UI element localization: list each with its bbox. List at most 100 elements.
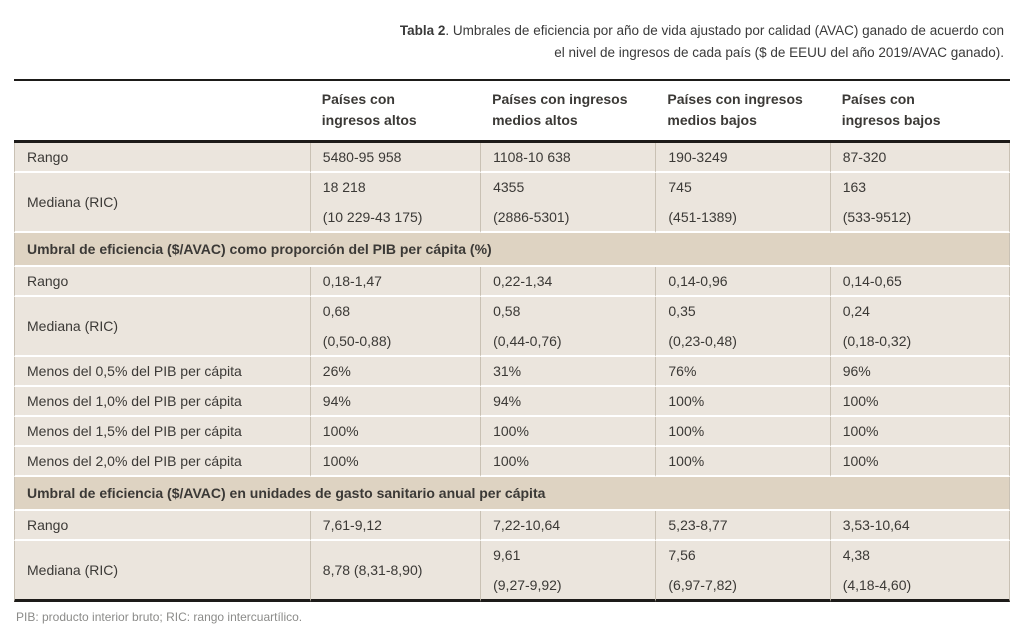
header-row: Países con ingresos altos Países con ingre… xyxy=(14,78,1010,143)
row-label: Mediana (RIC) xyxy=(14,172,310,233)
row-label: Mediana (RIC) xyxy=(14,296,310,357)
table-cell: 18 218 (10 229-43 175) xyxy=(309,172,481,233)
cell-line: (2886-5301) xyxy=(493,208,570,225)
table-cell: 163 (533-9512) xyxy=(829,172,1010,233)
table-cell: 0,14-0,65 xyxy=(829,266,1010,297)
column-header: Países con ingresos medios altos xyxy=(480,78,656,143)
column-header: Países con ingresos altos xyxy=(309,78,481,143)
table-row: Menos del 1,0% del PIB per cápita 94% 94% 1… xyxy=(14,386,1010,417)
row-label: Menos del 1,5% del PIB per cápita xyxy=(14,416,310,447)
row-label: Rango xyxy=(14,266,310,297)
row-label: Menos del 0,5% del PIB per cápita xyxy=(14,356,310,387)
table-cell: 100% xyxy=(309,416,481,447)
table-cell: 5,23-8,77 xyxy=(655,510,830,541)
table-cell: 96% xyxy=(829,356,1010,387)
cell-line: 4,38 xyxy=(842,546,870,563)
table-cell: 76% xyxy=(655,356,830,387)
cell-line: 18 218 xyxy=(322,178,366,195)
table-cell: 100% xyxy=(829,416,1010,447)
table-cell: 31% xyxy=(480,356,656,387)
table-row: Mediana (RIC) 18 218 (10 229-43 175) 4355 (2… xyxy=(14,172,1010,233)
table-cell: 100% xyxy=(655,386,830,417)
table-cell: 0,24 (0,18-0,32) xyxy=(829,296,1010,357)
cell-line: 7,56 xyxy=(668,546,696,563)
row-label: Rango xyxy=(14,510,310,541)
caption-line-1: Tabla 2. Umbrales de eficiencia por año … xyxy=(0,20,1004,42)
table-cell: 0,14-0,96 xyxy=(655,266,830,297)
column-header-line: Países con ingresos xyxy=(667,90,803,107)
table-cell: 0,35 (0,23-0,48) xyxy=(655,296,830,357)
cell-line: 0,35 xyxy=(668,302,696,319)
column-header-line: Países con ingresos xyxy=(492,90,628,107)
table-cell: 5480-95 958 xyxy=(309,142,481,173)
table-cell: 0,68 (0,50-0,88) xyxy=(309,296,481,357)
cell-line: (0,44-0,76) xyxy=(493,332,562,349)
cell-line: (6,97-7,82) xyxy=(668,576,737,593)
row-label: Menos del 2,0% del PIB per cápita xyxy=(14,446,310,477)
table-cell: 100% xyxy=(480,416,656,447)
cell-line: 4355 xyxy=(493,178,525,195)
table-cell: 0,58 (0,44-0,76) xyxy=(480,296,656,357)
caption-line-2: el nivel de ingresos de cada país ($ de … xyxy=(554,45,1004,61)
caption-text: . Umbrales de eficiencia por año de vida… xyxy=(445,23,1004,38)
table-row: Rango 5480-95 958 1108-10 638 190-3249 87-32… xyxy=(14,142,1010,173)
column-header-line: ingresos bajos xyxy=(841,111,941,128)
row-label: Menos del 1,0% del PIB per cápita xyxy=(14,386,310,417)
table-cell: 4355 (2886-5301) xyxy=(480,172,656,233)
table-cell: 26% xyxy=(309,356,481,387)
table-cell: 7,56 (6,97-7,82) xyxy=(655,540,830,602)
cell-line: (0,50-0,88) xyxy=(322,332,392,349)
cell-line: (10 229-43 175) xyxy=(322,208,423,225)
table-cell: 87-320 xyxy=(829,142,1010,173)
cell-line: (9,27-9,92) xyxy=(493,576,562,593)
section-header-row: Umbral de eficiencia ($/AVAC) en unidade… xyxy=(14,476,1010,511)
column-header-line: Países con xyxy=(321,90,395,107)
column-header-line: ingresos altos xyxy=(321,111,417,128)
column-header: Países con ingresos bajos xyxy=(829,78,1010,143)
table-body: Rango 5480-95 958 1108-10 638 190-3249 87-32… xyxy=(14,142,1010,602)
table-row: Rango 0,18-1,47 0,22-1,34 0,14-0,96 0,14-0,6… xyxy=(14,266,1010,297)
table-cell: 7,61-9,12 xyxy=(309,510,481,541)
table-cell: 94% xyxy=(480,386,656,417)
table-cell: 94% xyxy=(309,386,481,417)
column-header-line: Países con xyxy=(841,90,915,107)
table-cell: 0,18-1,47 xyxy=(309,266,481,297)
table-cell: 190-3249 xyxy=(655,142,830,173)
table-caption: Tabla 2. Umbrales de eficiencia por año … xyxy=(0,0,1024,77)
cell-line: 745 xyxy=(668,178,692,195)
table-cell: 9,61 (9,27-9,92) xyxy=(480,540,656,602)
section-header-row: Umbral de eficiencia ($/AVAC) como propo… xyxy=(14,232,1010,267)
section-header: Umbral de eficiencia ($/AVAC) como propo… xyxy=(14,232,1010,267)
table-cell: 100% xyxy=(829,446,1010,477)
table-cell: 0,22-1,34 xyxy=(480,266,656,297)
cell-line: (0,18-0,32) xyxy=(842,332,912,349)
cell-line: 163 xyxy=(842,178,867,195)
cell-line: 9,61 xyxy=(493,546,521,563)
table-cell: 4,38 (4,18-4,60) xyxy=(829,540,1010,602)
table-row: Menos del 1,5% del PIB per cápita 100% 100… xyxy=(14,416,1010,447)
table-cell: 1108-10 638 xyxy=(480,142,656,173)
column-header-empty xyxy=(14,78,310,143)
cell-line: (0,23-0,48) xyxy=(668,332,737,349)
column-header-line: medios bajos xyxy=(667,111,757,128)
caption-label: Tabla 2 xyxy=(399,23,446,38)
table-cell: 100% xyxy=(655,446,830,477)
table-row: Rango 7,61-9,12 7,22-10,64 5,23-8,77 3,53-10… xyxy=(14,510,1010,541)
table-row: Mediana (RIC) 8,78 (8,31-8,90) 9,61 (9,27-9… xyxy=(14,540,1010,602)
cell-line: (533-9512) xyxy=(842,208,912,225)
table-row: Menos del 0,5% del PIB per cápita 26% 31% 7… xyxy=(14,356,1010,387)
column-header-line: medios altos xyxy=(492,111,578,128)
page: Tabla 2. Umbrales de eficiencia por año … xyxy=(0,0,1024,624)
table-header: Países con ingresos altos Países con ingre… xyxy=(14,78,1010,143)
table-cell: 745 (451-1389) xyxy=(655,172,830,233)
column-header: Países con ingresos medios bajos xyxy=(655,78,830,143)
row-label: Mediana (RIC) xyxy=(14,540,310,602)
cell-line: 0,24 xyxy=(842,302,870,319)
table-cell: 7,22-10,64 xyxy=(480,510,656,541)
section-header: Umbral de eficiencia ($/AVAC) en unidade… xyxy=(14,476,1010,511)
cell-line: 0,58 xyxy=(493,302,521,319)
table-cell: 100% xyxy=(309,446,481,477)
row-label: Rango xyxy=(14,142,310,173)
table-row: Mediana (RIC) 0,68 (0,50-0,88) 0,58 (0,44-0,… xyxy=(14,296,1010,357)
table-row: Menos del 2,0% del PIB per cápita 100% 100… xyxy=(14,446,1010,477)
